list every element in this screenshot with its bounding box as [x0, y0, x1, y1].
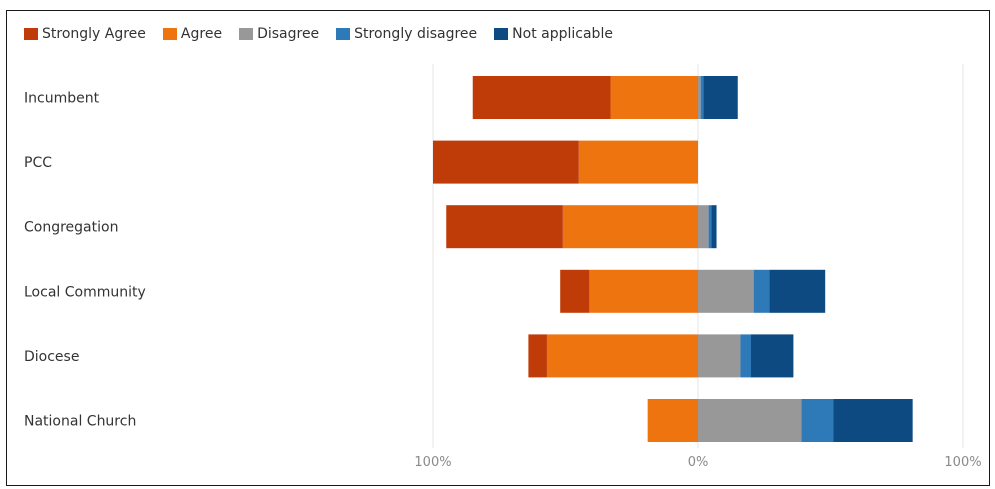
legend-label-agree: Agree — [180, 26, 223, 42]
category-label-diocese: Diocese — [24, 349, 79, 365]
category-label-pcc: PCC — [24, 155, 52, 171]
legend-item-strongly-disagree: Strongly disagree — [336, 26, 477, 42]
legend-swatch-agree — [162, 28, 177, 40]
bar-local-community-strongly-disagree — [753, 269, 770, 313]
category-label-congregation: Congregation — [24, 220, 118, 236]
bar-diocese-strongly-disagree — [740, 334, 751, 378]
bar-diocese-not-applicable — [751, 334, 794, 378]
bar-national-church-strongly-disagree — [801, 399, 834, 442]
bar-local-community-not-applicable — [769, 269, 826, 313]
legend-item-agree: Agree — [162, 26, 223, 42]
category-label-national-church: National Church — [24, 414, 136, 430]
category-label-incumbent: Incumbent — [24, 91, 100, 107]
legend-label-strongly-agree: Strongly Agree — [42, 26, 146, 42]
bar-local-community-strongly-agree — [560, 269, 590, 313]
bar-diocese-agree — [546, 334, 698, 378]
category-label-local-community: Local Community — [24, 284, 146, 300]
bar-pcc-strongly-agree — [433, 140, 579, 184]
x-tick-label-1: 0% — [688, 455, 709, 470]
legend-swatch-not-applicable — [494, 28, 509, 40]
legend-item-strongly-agree: Strongly Agree — [24, 26, 146, 42]
bar-incumbent-strongly-disagree — [700, 76, 704, 119]
legend-item-disagree: Disagree — [239, 26, 319, 42]
bar-diocese-disagree — [698, 334, 741, 378]
x-tick-label-2: 100% — [944, 455, 981, 470]
bar-local-community-disagree — [698, 269, 754, 313]
bar-pcc-agree — [578, 140, 698, 184]
legend-swatch-strongly-disagree — [336, 28, 351, 40]
legend: Strongly Agree Agree Disagree Strongly disa… — [24, 24, 613, 44]
bar-diocese-strongly-agree — [528, 334, 547, 378]
bar-incumbent-strongly-agree — [472, 76, 611, 119]
bar-national-church-disagree — [698, 399, 802, 442]
legend-item-not-applicable: Not applicable — [494, 26, 613, 42]
x-tick-label-0: 100% — [414, 455, 451, 470]
bar-congregation-strongly-disagree — [708, 205, 712, 249]
legend-swatch-strongly-agree — [24, 28, 38, 40]
bar-incumbent-disagree — [698, 76, 701, 119]
bar-congregation-not-applicable — [711, 205, 717, 249]
bar-congregation-disagree — [698, 205, 709, 249]
bar-national-church-not-applicable — [833, 399, 913, 442]
bar-incumbent-agree — [610, 76, 698, 119]
bar-incumbent-not-applicable — [703, 76, 738, 119]
legend-label-strongly-disagree: Strongly disagree — [354, 26, 478, 42]
legend-label-disagree: Disagree — [257, 26, 320, 42]
legend-swatch-disagree — [239, 28, 254, 40]
bar-local-community-agree — [589, 269, 698, 313]
bar-congregation-agree — [562, 205, 698, 249]
bar-congregation-strongly-agree — [446, 205, 563, 249]
legend-label-not-applicable: Not applicable — [512, 26, 613, 42]
bar-national-church-agree — [647, 399, 698, 442]
